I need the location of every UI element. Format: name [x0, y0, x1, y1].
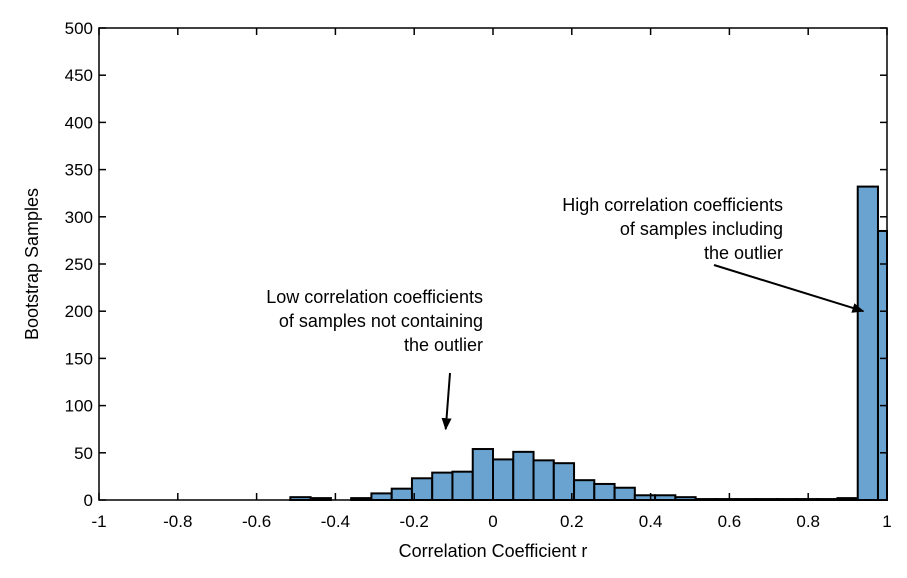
y-tick-label: 400: [65, 113, 93, 132]
x-tick-label: -0.8: [163, 512, 192, 531]
plot-frame: [98, 27, 888, 501]
x-tick-label: 0.8: [796, 512, 820, 531]
x-axis-ticks: -1 -0.8 -0.6 -0.4 -0.2 0 0.2 0.4 0.6 0.8 1: [91, 28, 892, 531]
annotation-text-line: the outlier: [704, 243, 783, 263]
x-tick-label: -1: [91, 512, 106, 531]
histogram-bars: [289, 185, 889, 502]
x-tick-label: 1: [882, 512, 891, 531]
histogram-bar-13: [552, 462, 576, 501]
y-tick-label: 0: [84, 491, 93, 510]
y-tick-label: 100: [65, 397, 93, 416]
y-tick-label: 500: [65, 19, 93, 38]
x-tick-label: -0.4: [321, 512, 350, 531]
annotations: High correlation coefficients of samples …: [266, 195, 865, 431]
annotation-1: Low correlation coefficients of samples n…: [266, 287, 483, 431]
y-tick-label: 350: [65, 161, 93, 180]
x-tick-label: 0.6: [718, 512, 742, 531]
x-tick-label: -0.2: [400, 512, 429, 531]
histogram-bar-28: [856, 185, 879, 501]
y-tick-label: 150: [65, 349, 93, 368]
histogram-bar-4: [370, 492, 393, 501]
x-tick-label: -0.6: [242, 512, 271, 531]
annotation-text-line: of samples not containing: [279, 311, 483, 331]
y-axis-label: Bootstrap Samples: [22, 188, 42, 340]
histogram-bar-5: [390, 487, 413, 501]
y-tick-label: 450: [65, 66, 93, 85]
x-axis-label: Correlation Coefficient r: [399, 541, 588, 561]
histogram-bar-6: [410, 477, 434, 501]
histogram-bar-7: [431, 471, 454, 501]
annotation-0: High correlation coefficients of samples …: [562, 195, 865, 313]
x-tick-label: 0: [488, 512, 497, 531]
y-tick-label: 200: [65, 302, 93, 321]
histogram-bar-11: [512, 450, 535, 501]
histogram-bar-10: [492, 458, 515, 501]
x-tick-label: 0.2: [560, 512, 584, 531]
annotation-arrow: [441, 372, 452, 431]
annotation-text-line: of samples including: [620, 219, 783, 239]
histogram-bar-9: [471, 448, 495, 501]
histogram-bar-15: [593, 482, 616, 501]
histogram-bar-16: [613, 486, 636, 501]
annotation-arrow: [713, 264, 865, 313]
histogram-bar-29: [876, 229, 889, 502]
y-axis-ticks: 0 50 100 150 200 250 300 350 400 450 500: [65, 19, 887, 510]
x-tick-label: 0.4: [639, 512, 663, 531]
annotation-text-line: the outlier: [404, 335, 483, 355]
annotation-text-line: High correlation coefficients: [562, 195, 783, 215]
y-tick-label: 50: [74, 444, 93, 463]
histogram-bar-12: [532, 459, 555, 501]
y-tick-label: 250: [65, 255, 93, 274]
y-tick-label: 300: [65, 208, 93, 227]
histogram-bar-14: [573, 479, 596, 501]
histogram-bar-8: [451, 470, 474, 501]
annotation-text-line: Low correlation coefficients: [266, 287, 483, 307]
